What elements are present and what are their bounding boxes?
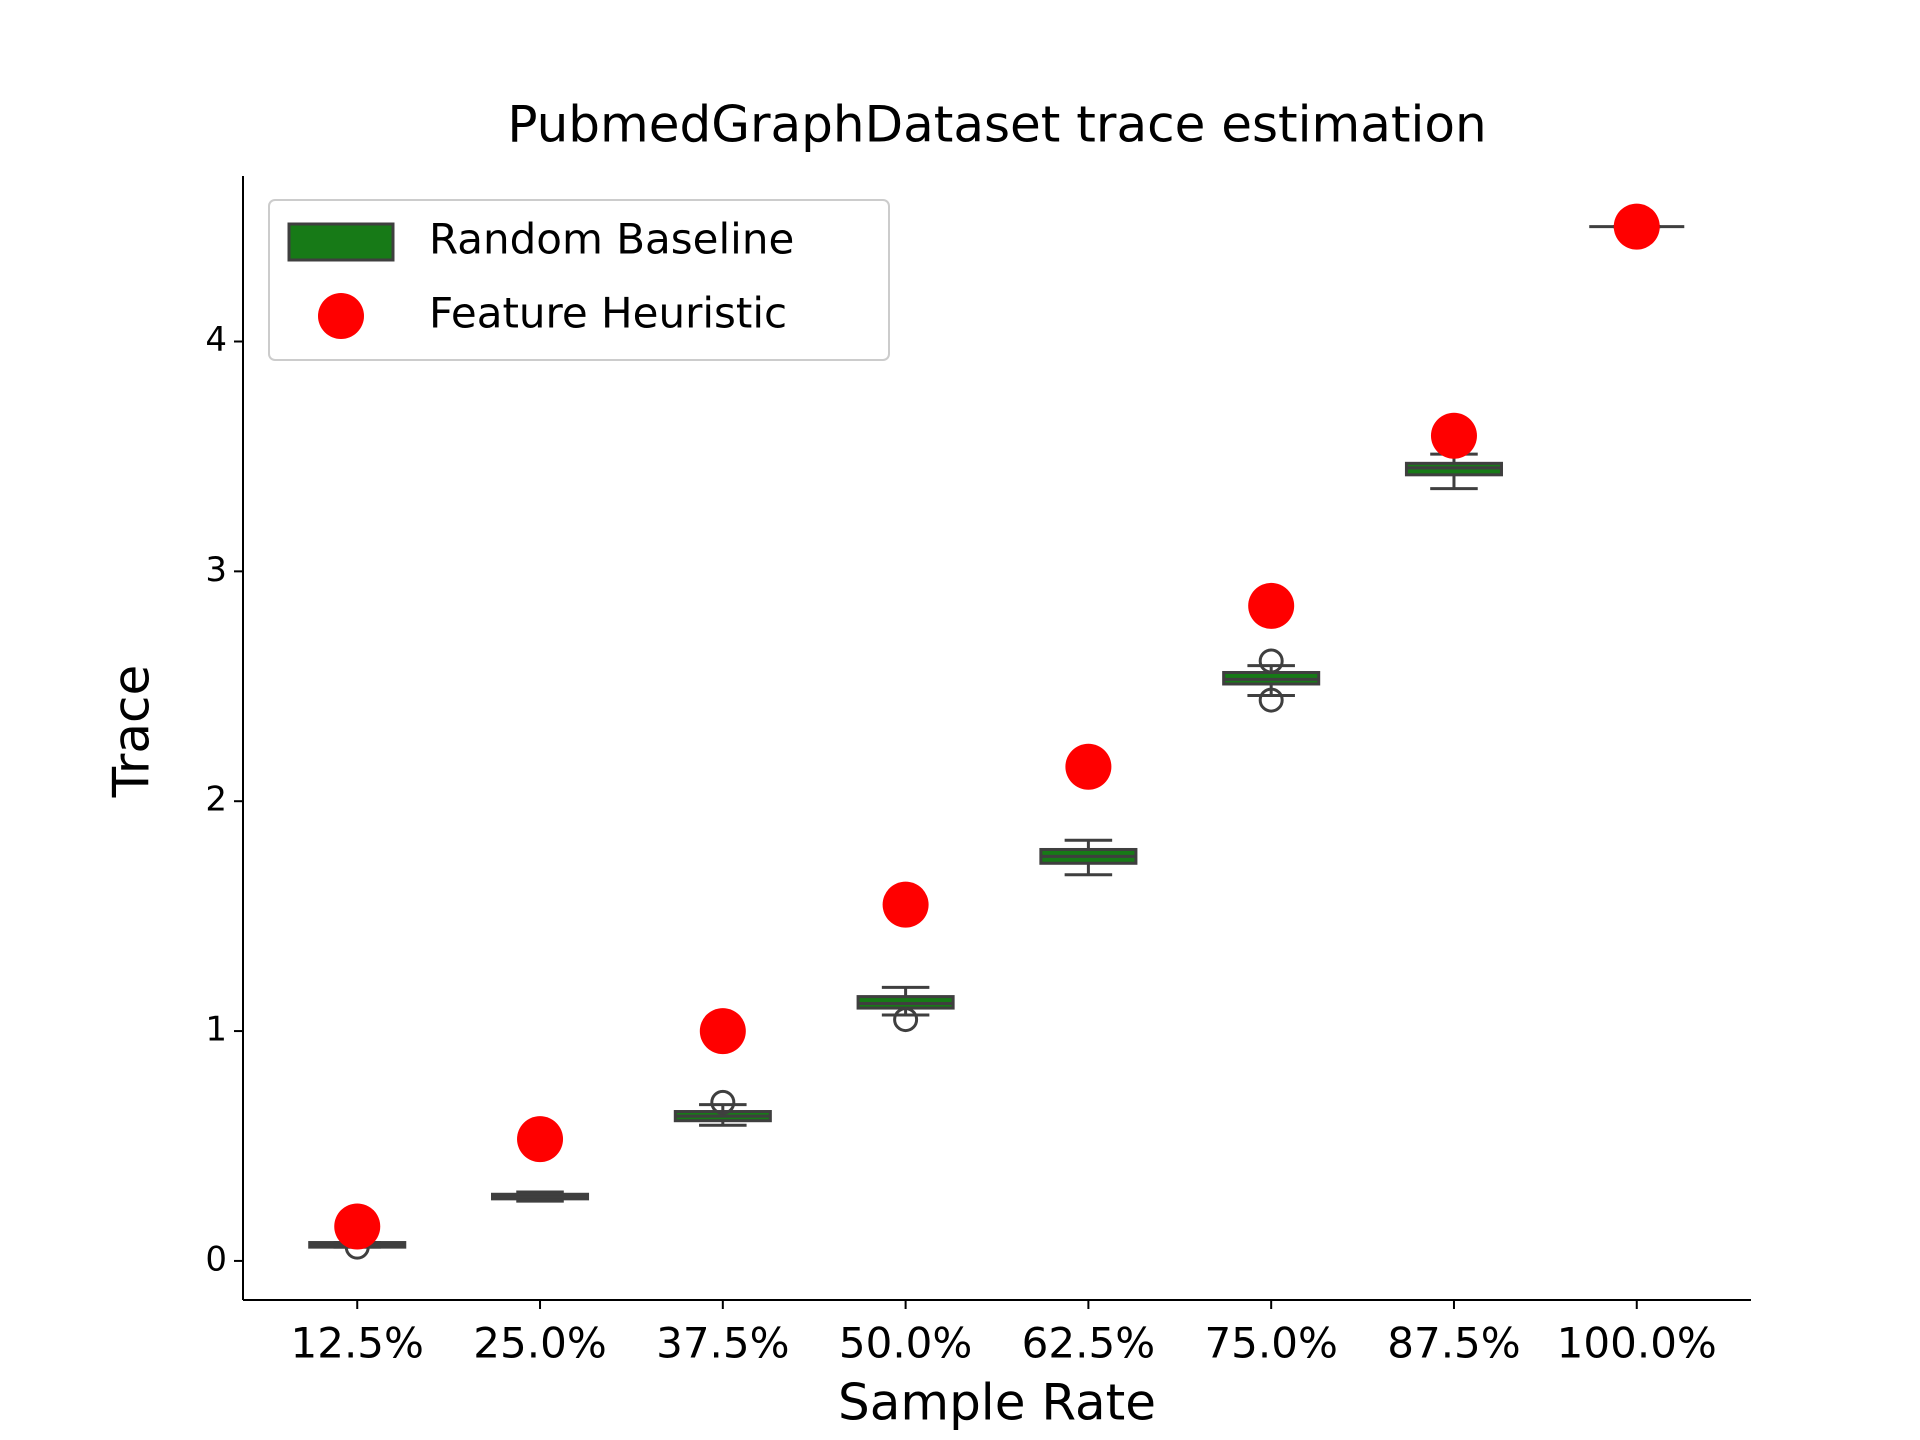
outlier bbox=[710, 1089, 736, 1115]
x-tick-label: 62.5% bbox=[1022, 1319, 1155, 1368]
x-tick-label: 75.0% bbox=[1204, 1319, 1337, 1368]
x-tick-label: 87.5% bbox=[1387, 1319, 1520, 1368]
scatter-point bbox=[882, 881, 929, 928]
chart-title: PubmedGraphDataset trace estimation bbox=[507, 96, 1486, 154]
scatter-point bbox=[517, 1116, 564, 1163]
x-tick-label: 37.5% bbox=[656, 1319, 789, 1368]
legend-swatch bbox=[287, 222, 395, 262]
scatter-point bbox=[1613, 203, 1660, 250]
x-axis-label: Sample Rate bbox=[838, 1374, 1156, 1432]
y-axis-label: Trace bbox=[103, 665, 161, 799]
outlier bbox=[893, 1007, 919, 1033]
scatter-point bbox=[1430, 412, 1477, 459]
y-tick-label: 0 bbox=[205, 1239, 227, 1279]
legend-frame bbox=[268, 199, 890, 361]
x-tick-label: 25.0% bbox=[473, 1319, 606, 1368]
outlier bbox=[1258, 648, 1284, 674]
y-tick-label: 2 bbox=[205, 780, 227, 820]
y-tick-label: 3 bbox=[205, 550, 227, 590]
x-tick-label: 100.0% bbox=[1557, 1319, 1717, 1368]
legend-marker bbox=[318, 293, 364, 339]
scatter-point bbox=[1065, 743, 1112, 790]
scatter-point bbox=[334, 1203, 381, 1250]
scatter-point bbox=[1248, 582, 1295, 629]
scatter-point bbox=[699, 1008, 746, 1055]
x-tick-label: 50.0% bbox=[839, 1319, 972, 1368]
outlier bbox=[1258, 687, 1284, 713]
x-tick-label: 12.5% bbox=[291, 1319, 424, 1368]
legend: Random Baseline Feature Heuristic bbox=[268, 199, 890, 361]
y-tick-label: 1 bbox=[205, 1010, 227, 1050]
legend-label: Random Baseline bbox=[429, 215, 794, 264]
y-tick-label: 4 bbox=[205, 320, 227, 360]
legend-label: Feature Heuristic bbox=[429, 289, 787, 338]
